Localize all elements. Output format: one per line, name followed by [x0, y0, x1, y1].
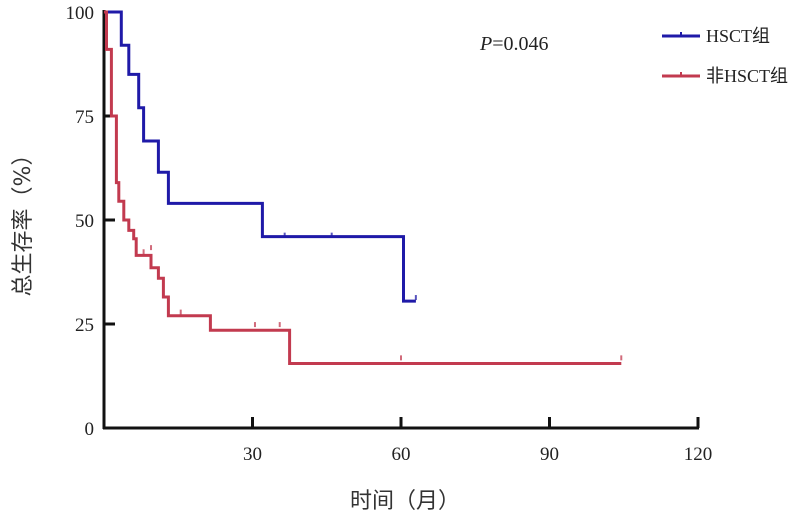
series-line-1 [104, 10, 416, 303]
series-line-2 [104, 10, 622, 365]
x-tick-label: 90 [540, 444, 559, 465]
tick-labels: 30 60 90 120 0 25 50 75 100 [66, 3, 713, 465]
y-tick-label: 75 [75, 107, 94, 128]
x-axis-title: 时间（月） [350, 489, 460, 514]
p-value-annotation: P=0.046 [479, 33, 549, 55]
y-tick-label: 100 [66, 3, 95, 24]
y-axis-title: 总生存率（%） [11, 144, 36, 297]
x-tick-label: 30 [243, 444, 262, 465]
legend-label-2: 非HSCT组 [706, 66, 788, 86]
y-tick-label: 0 [85, 419, 95, 440]
y-tick-label: 25 [75, 315, 94, 336]
x-tick-label: 120 [684, 444, 713, 465]
series-group [104, 10, 623, 365]
y-tick-label: 50 [75, 211, 94, 232]
x-tick-label: 60 [392, 444, 411, 465]
legend-label-1: HSCT组 [706, 26, 770, 46]
axes [102, 10, 700, 430]
